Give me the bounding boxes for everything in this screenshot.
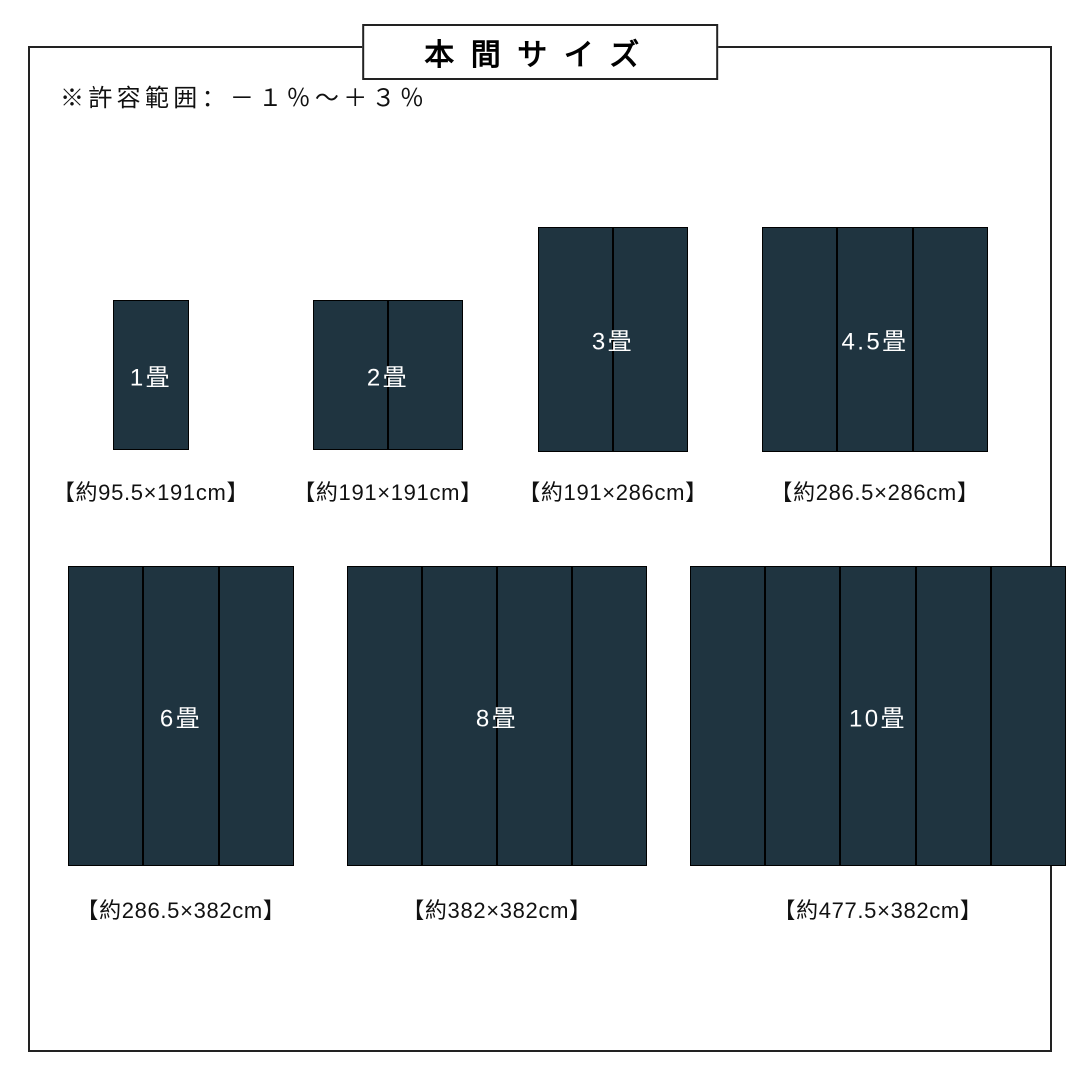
mat-panel <box>765 566 840 866</box>
mat-label-2jo: 2畳 <box>367 358 409 393</box>
mat-label-8jo: 8畳 <box>476 699 518 734</box>
mat-panel <box>913 227 988 452</box>
mat-dimensions-10jo: 【約477.5×382cm】 <box>773 893 982 925</box>
mat-dimensions-3jo: 【約191×286cm】 <box>518 475 708 507</box>
mat-dimensions-1jo: 【約95.5×191cm】 <box>53 475 249 507</box>
mat-panel <box>219 566 294 866</box>
mat-label-4_5jo: 4.5畳 <box>842 322 909 357</box>
mat-panel <box>68 566 143 866</box>
diagram-stage: 1畳【約95.5×191cm】 2畳【約191×191cm】 3畳【約191×286… <box>0 0 1080 1080</box>
mat-label-10jo: 10畳 <box>849 699 907 734</box>
mat-panel <box>347 566 422 866</box>
mat-dimensions-2jo: 【約191×191cm】 <box>293 475 483 507</box>
mat-panel <box>572 566 647 866</box>
mat-dimensions-4_5jo: 【約286.5×286cm】 <box>770 475 979 507</box>
mat-panel <box>916 566 991 866</box>
mat-dimensions-6jo: 【約286.5×382cm】 <box>76 893 285 925</box>
mat-panel <box>762 227 837 452</box>
mat-dimensions-8jo: 【約382×382cm】 <box>402 893 592 925</box>
mat-panel <box>991 566 1066 866</box>
mat-label-3jo: 3畳 <box>592 322 634 357</box>
mat-panel <box>690 566 765 866</box>
mat-label-6jo: 6畳 <box>160 699 202 734</box>
mat-label-1jo: 1畳 <box>130 358 172 393</box>
